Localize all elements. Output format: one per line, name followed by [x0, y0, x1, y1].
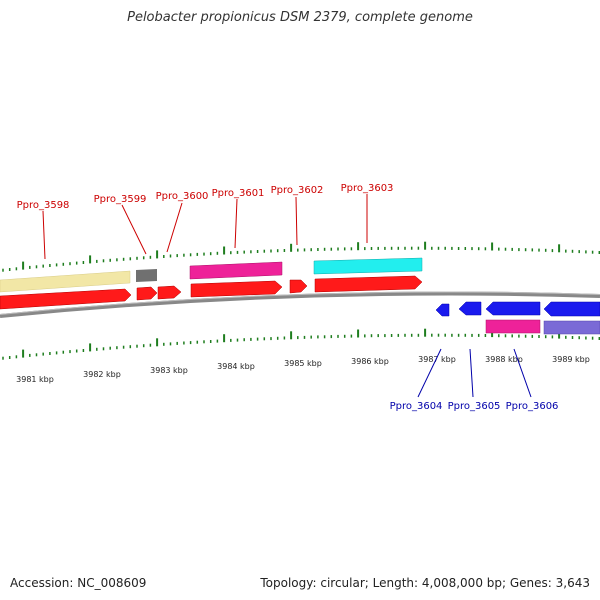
kbp-label: 3984 kbp [217, 362, 255, 371]
gene-arrow-ppro-3606[interactable] [485, 301, 541, 316]
feature-magenta-bottom[interactable] [485, 319, 541, 334]
kbp-label: 3988 kbp [485, 355, 523, 364]
gene-arrow-next[interactable] [543, 301, 600, 317]
kbp-labels: 3981 kbp 3982 kbp 3983 kbp 3984 kbp 3985… [16, 355, 590, 384]
gene-arrow-ppro-3603[interactable] [314, 275, 423, 293]
feature-magenta-top[interactable] [189, 261, 283, 280]
gene-label-ppro-3601[interactable]: Ppro_3601 [212, 188, 265, 199]
leader-line [295, 196, 298, 246]
gene-arrow-ppro-3599[interactable] [136, 286, 158, 301]
feature-slate[interactable] [543, 320, 600, 335]
gene-arrow-ppro-3605[interactable] [458, 301, 482, 316]
leader-line [166, 202, 183, 253]
genome-backbone-highlight [0, 291, 600, 315]
top-leaders [42, 194, 368, 260]
kbp-label: 3986 kbp [351, 357, 389, 366]
feature-gray[interactable] [136, 269, 157, 282]
gene-label-ppro-3598[interactable]: Ppro_3598 [17, 200, 70, 211]
gene-label-ppro-3605[interactable]: Ppro_3605 [448, 401, 501, 412]
gene-label-ppro-3599[interactable]: Ppro_3599 [94, 194, 147, 205]
gene-label-ppro-3603[interactable]: Ppro_3603 [341, 183, 394, 194]
gene-label-ppro-3600[interactable]: Ppro_3600 [156, 191, 209, 202]
tick-row-top [2, 241, 600, 272]
feature-cyan[interactable] [313, 257, 423, 275]
gene-arrow-ppro-3598[interactable] [0, 288, 132, 310]
genome-backbone [0, 291, 600, 318]
accession-text: Accession: NC_008609 [10, 576, 147, 590]
gene-arrow-ppro-3602[interactable] [289, 279, 308, 294]
topology-summary: Topology: circular; Length: 4,008,000 bp… [260, 576, 590, 590]
kbp-label: 3987 kbp [418, 355, 456, 364]
kbp-label: 3981 kbp [16, 375, 54, 384]
gene-arrow-ppro-3600[interactable] [157, 285, 182, 300]
kbp-label: 3985 kbp [284, 359, 322, 368]
kbp-label: 3983 kbp [150, 366, 188, 375]
tick-row-bottom [2, 328, 600, 360]
gene-label-ppro-3604[interactable]: Ppro_3604 [390, 401, 443, 412]
leader-line [121, 204, 147, 255]
leader-line [417, 348, 442, 398]
leader-line [513, 348, 532, 398]
feature-khaki[interactable] [0, 270, 131, 293]
map-title: Pelobacter propionicus DSM 2379, complet… [127, 10, 473, 25]
kbp-label: 3982 kbp [83, 370, 121, 379]
gene-label-ppro-3602[interactable]: Ppro_3602 [271, 185, 324, 196]
gene-arrow-ppro-3601[interactable] [190, 280, 283, 298]
leader-line [42, 210, 46, 260]
gene-label-ppro-3606[interactable]: Ppro_3606 [506, 401, 559, 412]
leader-line [234, 198, 238, 249]
gene-arrow-ppro-3604[interactable] [435, 303, 450, 317]
kbp-label: 3989 kbp [552, 355, 590, 364]
bottom-leaders [417, 348, 532, 398]
leader-line [469, 348, 474, 398]
